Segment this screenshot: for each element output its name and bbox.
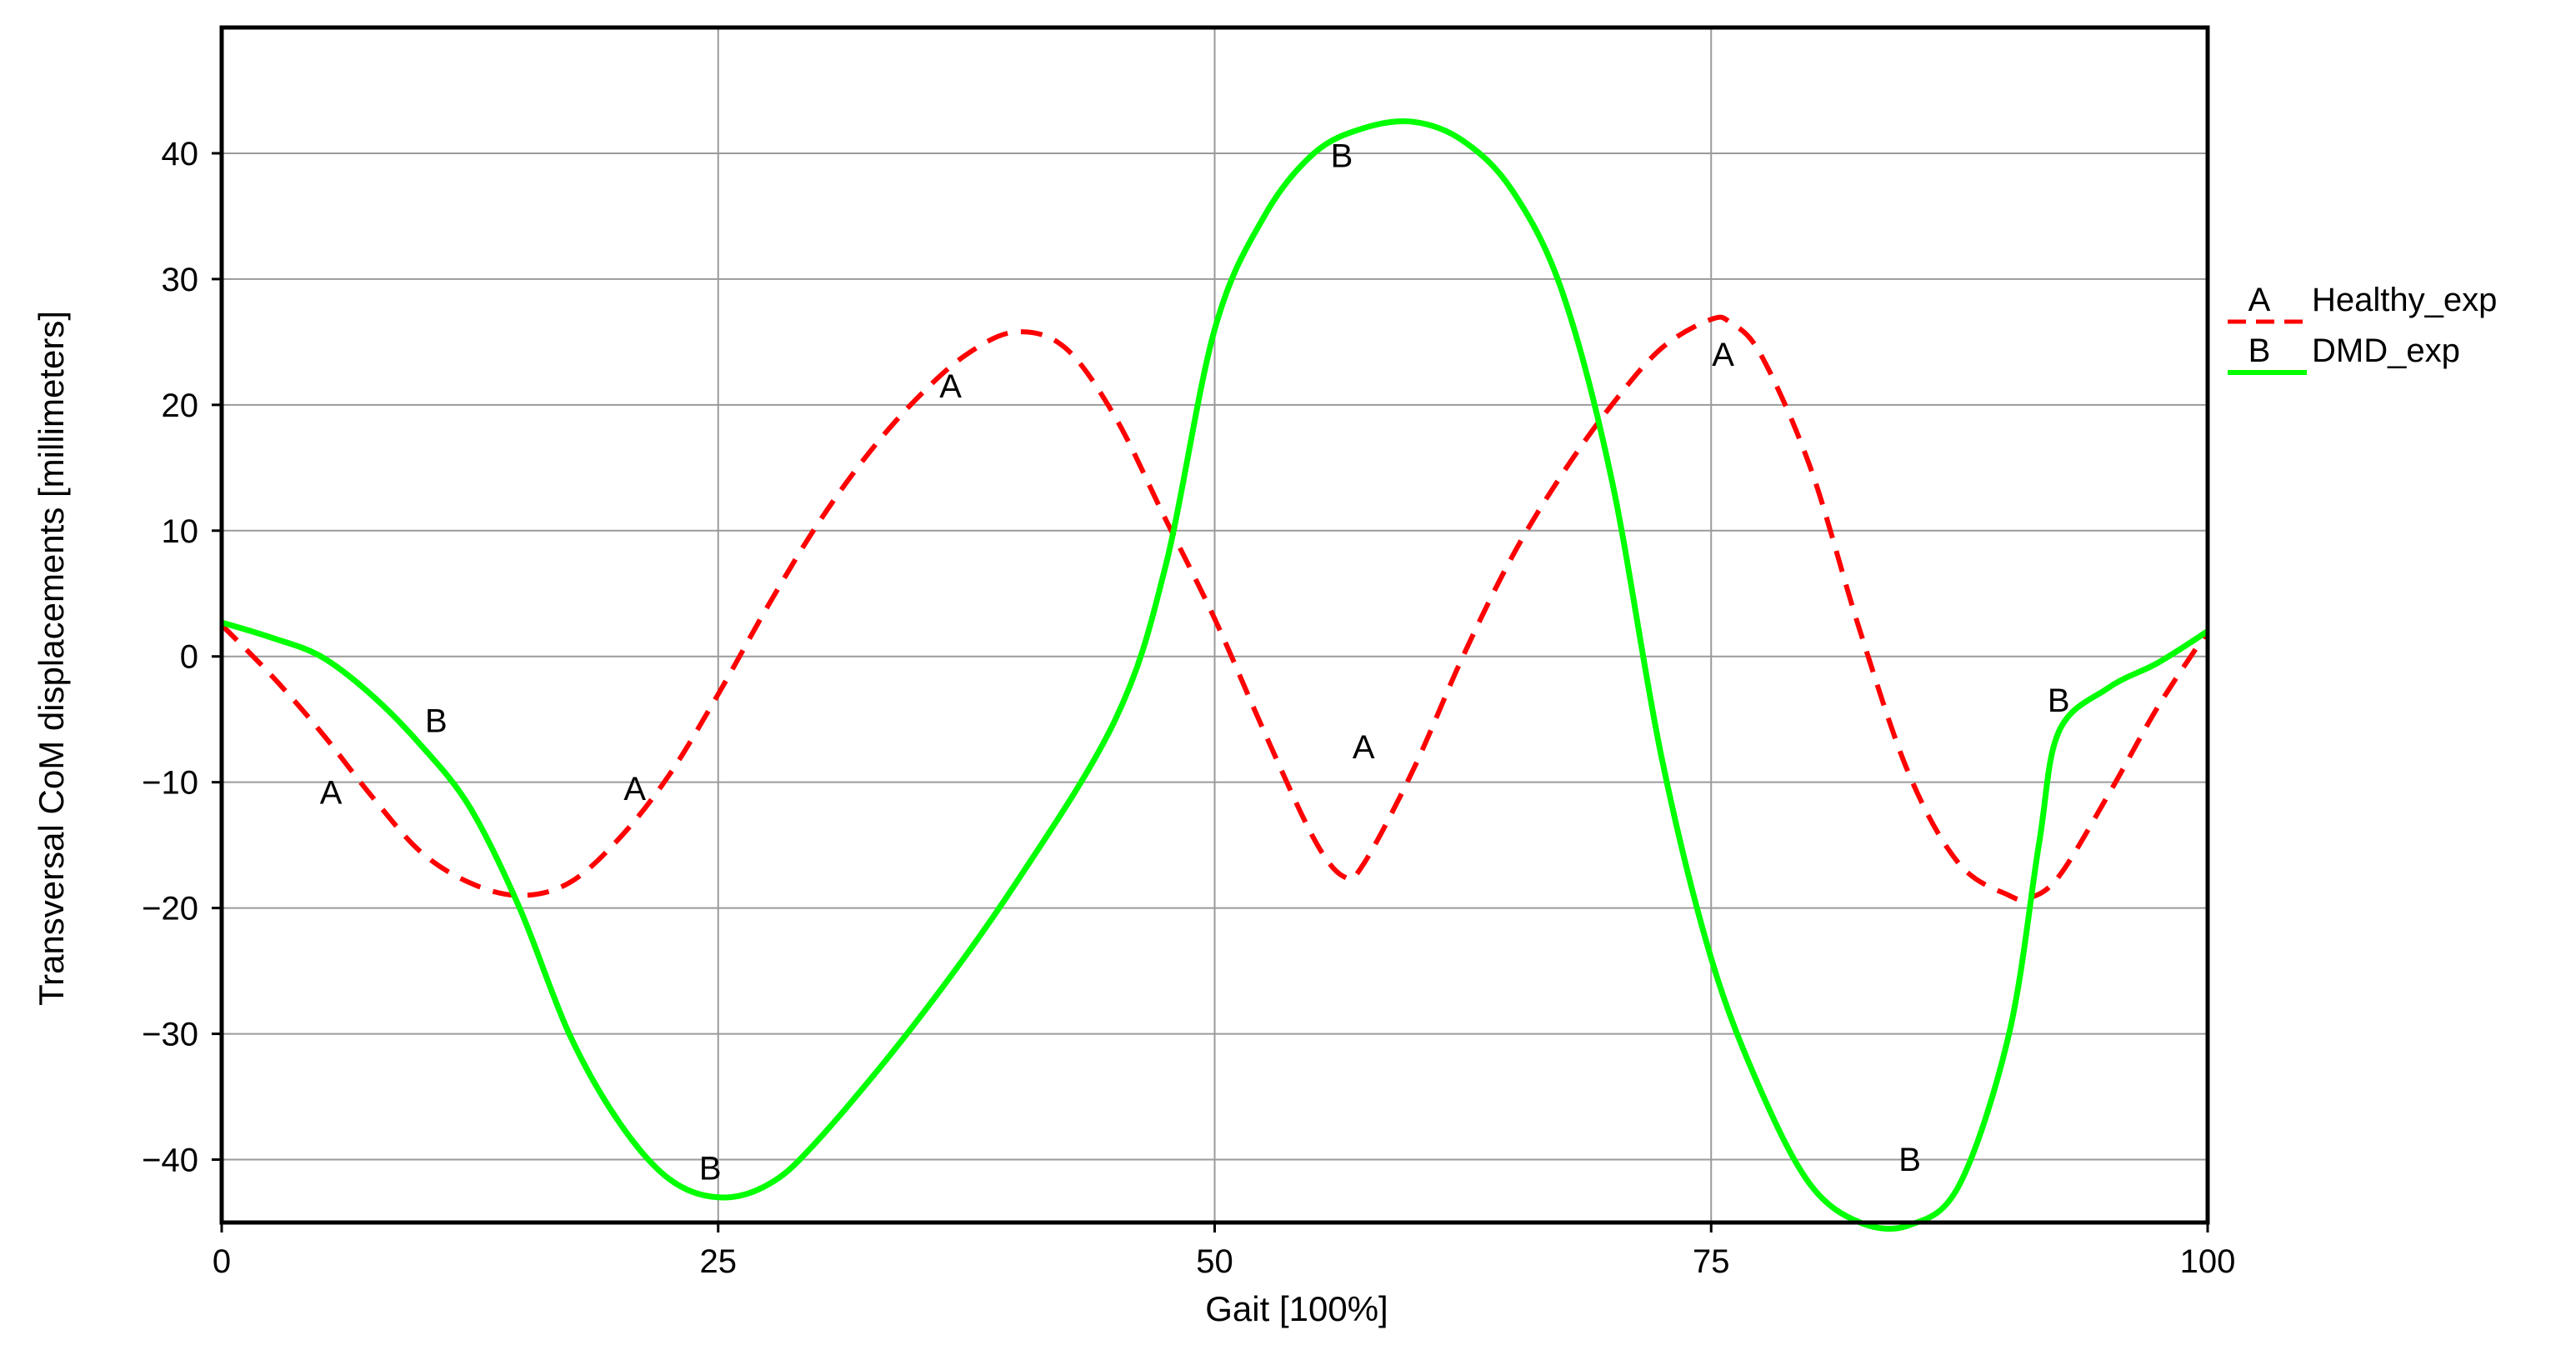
series-marker-b: B [425,702,448,739]
series-marker-b: B [699,1151,722,1188]
y-tick-label: 10 [162,513,199,550]
series-marker-b: B [1331,138,1353,175]
x-tick-label: 0 [213,1243,231,1280]
series-marker-a: A [320,774,343,811]
legend: A Healthy_exp B DMD_exp [2228,282,2497,375]
y-tick-label: 0 [180,639,198,676]
y-tick-label: −10 [142,765,198,802]
y-axis-ticks: 40 30 20 10 0 −10 −20 −30 −40 [142,136,222,1179]
y-tick-label: −30 [142,1017,198,1053]
y-tick-label: 40 [162,136,199,172]
x-axis-ticks: 0 25 50 75 100 [213,1222,2236,1280]
legend-marker: A [2248,282,2271,318]
y-tick-label: 30 [162,262,199,298]
y-tick-label: 20 [162,388,199,424]
x-tick-label: 100 [2180,1243,2236,1280]
series-point-labels: A A A A A B B B B B [320,138,2070,1188]
series-marker-a: A [1712,337,1734,373]
x-axis-title: Gait [100%] [1205,1289,1388,1328]
series-line-healthy-exp [219,314,2210,903]
y-tick-label: −20 [142,891,198,928]
data-series [219,118,2210,1232]
series-marker-a: A [939,368,962,405]
series-marker-a: A [623,771,646,808]
series-marker-a: A [1353,729,1375,766]
series-marker-b: B [2048,682,2070,719]
x-tick-label: 50 [1196,1243,1233,1280]
x-tick-label: 25 [700,1243,738,1280]
y-axis-title: Transversal CoM displacements [millimete… [32,311,71,1006]
legend-label: Healthy_exp [2312,282,2497,318]
series-line-dmd-exp [220,118,2209,1232]
x-tick-label: 75 [1693,1243,1730,1280]
y-tick-label: −40 [142,1142,198,1179]
series-marker-b: B [1898,1142,1921,1178]
legend-marker: B [2248,332,2271,369]
legend-label: DMD_exp [2312,332,2460,369]
grid [222,28,2208,1222]
